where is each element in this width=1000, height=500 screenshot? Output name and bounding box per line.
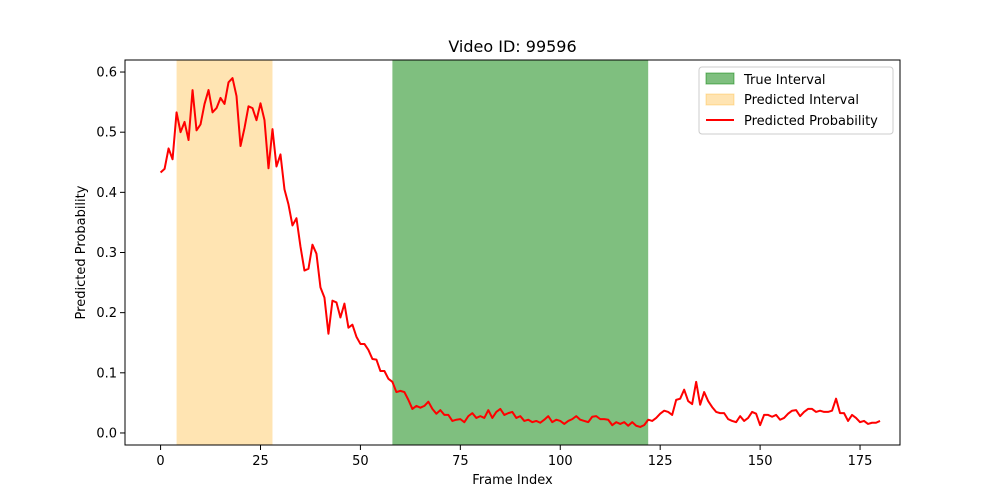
y-tick-label: 0.3 [96, 246, 117, 261]
x-tick-label: 50 [352, 454, 369, 469]
legend-box [698, 66, 894, 135]
chart-title: Video ID: 99596 [448, 37, 576, 56]
x-tick-label: 150 [748, 454, 773, 469]
interval-band-predicted [176, 60, 273, 445]
y-tick-label: 0.6 [96, 66, 117, 81]
legend-swatch-predicted-interval [705, 93, 735, 106]
y-axis-ticks: 0.0 0.1 0.2 0.3 0.4 0.5 0.6 [96, 66, 125, 441]
series-line-predicted-probability [159, 77, 881, 428]
x-tick-label: 175 [848, 454, 873, 469]
y-tick-label: 0.1 [96, 366, 117, 381]
y-tick-label: 0.5 [96, 126, 117, 141]
x-tick-label: 75 [452, 454, 469, 469]
legend-label-true-interval: True Interval [743, 73, 826, 88]
y-axis-label: Predicted Probability [74, 185, 89, 319]
legend-label-predicted-interval: Predicted Interval [744, 93, 859, 108]
x-tick-label: 100 [548, 454, 573, 469]
interval-band-true [392, 60, 649, 445]
y-tick-label: 0.2 [96, 306, 117, 321]
series-layer [159, 77, 881, 428]
y-tick-label: 0.0 [96, 426, 117, 441]
x-axis-ticks: 0 25 50 75 100 125 150 175 [156, 445, 872, 469]
x-tick-label: 25 [252, 454, 269, 469]
interval-layer [176, 60, 649, 445]
legend-swatch-true-interval [705, 72, 735, 85]
y-tick-label: 0.4 [96, 186, 117, 201]
legend: True Interval Predicted Interval Predict… [698, 66, 894, 135]
legend-label-predicted-probability: Predicted Probability [744, 114, 878, 129]
x-tick-label: 0 [156, 454, 164, 469]
x-axis-label: Frame Index [472, 473, 553, 488]
x-tick-label: 125 [648, 454, 673, 469]
